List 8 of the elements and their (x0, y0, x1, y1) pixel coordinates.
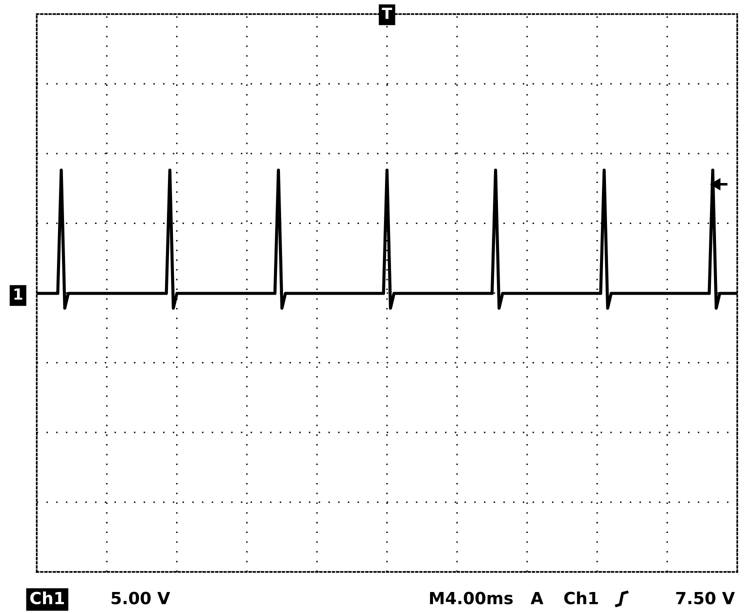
text: Ch1 (564, 591, 598, 604)
text: 7.50 V (676, 592, 735, 604)
text: Ch1 (30, 591, 64, 604)
text: T (382, 8, 392, 19)
text: 1 (14, 288, 22, 300)
text: 5.00 V (112, 592, 170, 604)
text: A (530, 592, 544, 604)
text: M4.00ms (430, 592, 513, 604)
